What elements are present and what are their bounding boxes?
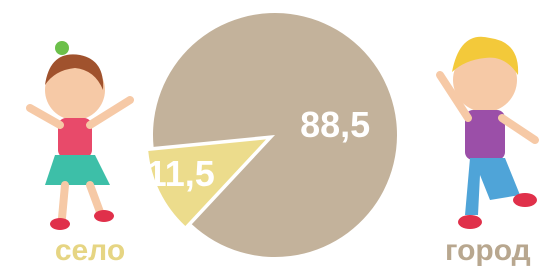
value-label: 88,5 [300,104,370,145]
chart: село город 11,5 88,5 [0,0,551,270]
value-label: 11,5 [147,153,215,194]
category-label: село [55,234,125,267]
page: {"chart_data": {"type": "pie", "categori… [0,0,551,270]
category-label: город [445,234,531,267]
boy-illustration [440,37,537,229]
girl-illustration [30,41,130,230]
